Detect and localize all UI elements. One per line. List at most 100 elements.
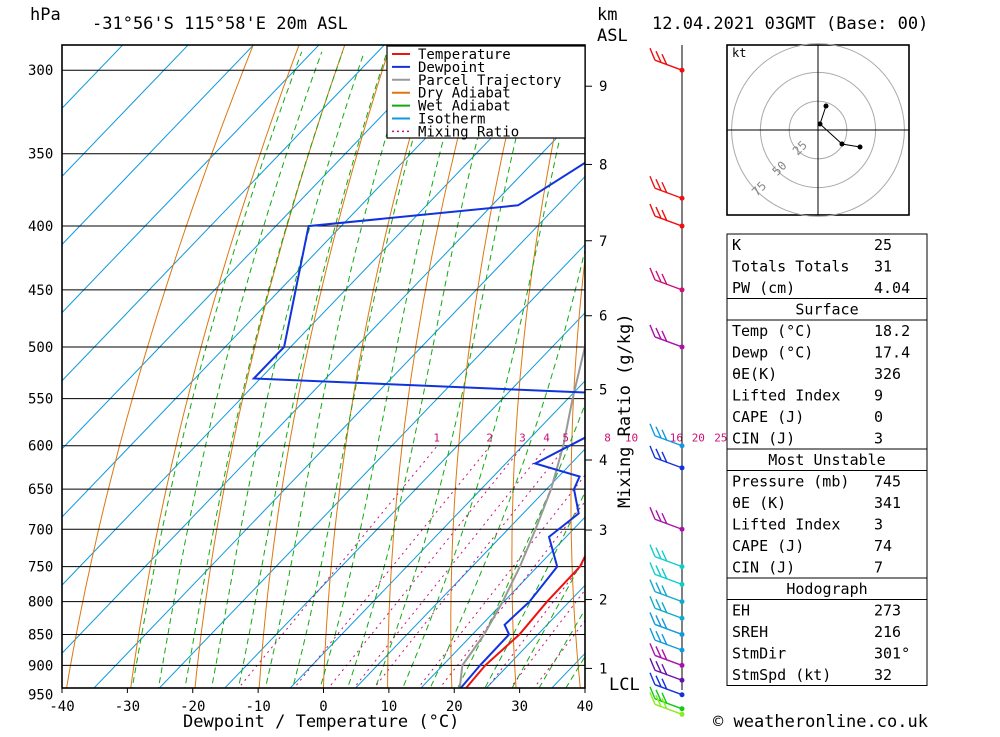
x-tick-label: 40 bbox=[577, 699, 594, 715]
hodograph-title: Hodograph bbox=[786, 580, 867, 598]
dry-adiabat-line bbox=[938, 33, 1000, 723]
pressure-tick-label: 350 bbox=[28, 147, 53, 163]
hodograph-index-label: EH bbox=[732, 602, 750, 620]
wind-barb bbox=[650, 658, 685, 683]
height-ref-label: ASL bbox=[597, 26, 628, 46]
surface-title: Surface bbox=[795, 301, 858, 319]
surface-index-label: CAPE (J) bbox=[732, 408, 804, 426]
surface-index-value: 0 bbox=[874, 408, 883, 426]
wind-barb bbox=[650, 268, 685, 293]
datetime-label: 12.04.2021 03GMT (Base: 00) bbox=[652, 14, 928, 34]
height-tick-label: 7 bbox=[599, 234, 607, 250]
wind-barb-shaft bbox=[650, 507, 682, 529]
hodograph-unit-label: kt bbox=[732, 46, 746, 60]
most-unstable-index-value: 74 bbox=[874, 537, 892, 555]
most-unstable-index-value: 745 bbox=[874, 473, 901, 491]
general-index-label: K bbox=[732, 236, 741, 254]
hodograph-point bbox=[818, 122, 823, 127]
pressure-unit-label: hPa bbox=[30, 5, 61, 25]
pressure-tick-label: 600 bbox=[28, 439, 53, 455]
wind-barb bbox=[650, 176, 685, 201]
height-tick-label: 8 bbox=[599, 157, 607, 173]
height-tick-label: 9 bbox=[599, 79, 607, 95]
surface-index-value: 3 bbox=[874, 430, 883, 448]
dry-adiabat-line bbox=[61, 33, 258, 723]
surface-index-label: θE(K) bbox=[732, 365, 777, 383]
height-tick-label: 6 bbox=[599, 309, 607, 325]
hodograph-index-label: StmSpd (kt) bbox=[732, 666, 831, 684]
wet-adiabat-line bbox=[126, 52, 301, 723]
height-tick-label: 5 bbox=[599, 383, 607, 399]
mixing-ratio-label: 1 bbox=[433, 432, 440, 445]
wind-barb-shaft bbox=[650, 658, 682, 680]
legend-entry: Mixing Ratio bbox=[418, 124, 519, 140]
general-index-label: Totals Totals bbox=[732, 258, 849, 276]
wind-barb-shaft bbox=[650, 48, 682, 70]
wind-barb-shaft bbox=[650, 643, 682, 665]
pressure-tick-label: 300 bbox=[28, 63, 53, 79]
isotherm-line bbox=[0, 0, 128, 723]
mixing-ratio-label: 20 bbox=[692, 432, 705, 445]
dry-adiabat-line bbox=[126, 33, 303, 723]
height-unit-label: km bbox=[597, 5, 617, 25]
mixing-ratio-line bbox=[266, 446, 490, 723]
wet-adiabat-line bbox=[205, 52, 364, 723]
height-tick-label: 3 bbox=[599, 523, 607, 539]
most-unstable-index-label: CAPE (J) bbox=[732, 537, 804, 555]
wind-barb bbox=[650, 48, 685, 73]
surface-index-value: 18.2 bbox=[874, 322, 910, 340]
general-index-label: PW (cm) bbox=[732, 279, 795, 297]
wind-barb bbox=[650, 687, 685, 712]
dry-adiabat-line bbox=[192, 33, 349, 723]
lcl-label: LCL bbox=[609, 675, 640, 695]
station-label: -31°56'S 115°58'E 20m ASL bbox=[92, 14, 348, 34]
x-tick-label: -40 bbox=[49, 699, 74, 715]
mixing-ratio-label: 5 bbox=[562, 432, 569, 445]
hodograph-index-value: 273 bbox=[874, 602, 901, 620]
wind-barb bbox=[650, 545, 685, 570]
wind-barb-shaft bbox=[650, 628, 682, 650]
surface-index-value: 17.4 bbox=[874, 344, 910, 362]
mixing-ratio-axis-title: Mixing Ratio (g/kg) bbox=[615, 314, 635, 508]
pressure-tick-label: 550 bbox=[28, 392, 53, 408]
pressure-tick-label: 500 bbox=[28, 340, 53, 356]
pressure-tick-label: 900 bbox=[28, 658, 53, 674]
mixing-ratio-line bbox=[327, 446, 548, 723]
copyright-label: © weatheronline.co.uk bbox=[713, 712, 928, 732]
wind-barb-shaft bbox=[650, 176, 682, 198]
mixing-ratio-line bbox=[413, 446, 629, 723]
wet-adiabat-line bbox=[283, 52, 438, 723]
isotherm-line bbox=[0, 0, 390, 723]
surface-index-value: 326 bbox=[874, 365, 901, 383]
wind-barb bbox=[650, 692, 685, 717]
wind-barb-shaft bbox=[650, 562, 682, 584]
general-index-value: 31 bbox=[874, 258, 892, 276]
dewpoint-line bbox=[254, 70, 703, 714]
most-unstable-index-label: Pressure (mb) bbox=[732, 473, 849, 491]
mixing-ratio-label: 3 bbox=[519, 432, 526, 445]
profile-lines bbox=[254, 70, 721, 714]
pressure-tick-label: 700 bbox=[28, 522, 53, 538]
pressure-tick-label: 450 bbox=[28, 283, 53, 299]
wind-barb-shaft bbox=[650, 612, 682, 634]
hodograph-index-value: 216 bbox=[874, 623, 901, 641]
x-tick-label: -30 bbox=[115, 699, 140, 715]
height-tick-label: 1 bbox=[599, 661, 607, 677]
most-unstable-index-label: θE (K) bbox=[732, 494, 786, 512]
isotherm-line bbox=[0, 0, 259, 723]
most-unstable-title: Most Unstable bbox=[768, 451, 885, 469]
hodograph-index-label: StmDir bbox=[732, 645, 786, 663]
wind-barb bbox=[650, 643, 685, 668]
wind-barb bbox=[650, 204, 685, 229]
surface-index-label: Temp (°C) bbox=[732, 322, 813, 340]
height-tick-label: 4 bbox=[599, 453, 607, 469]
hodograph-point bbox=[840, 142, 845, 147]
pressure-tick-label: 850 bbox=[28, 627, 53, 643]
pressure-tick-label: 650 bbox=[28, 482, 53, 498]
most-unstable-index-label: Lifted Index bbox=[732, 516, 840, 534]
pressure-tick-label: 400 bbox=[28, 219, 53, 235]
dry-adiabat-line bbox=[985, 33, 1000, 723]
wind-barbs bbox=[650, 45, 685, 717]
